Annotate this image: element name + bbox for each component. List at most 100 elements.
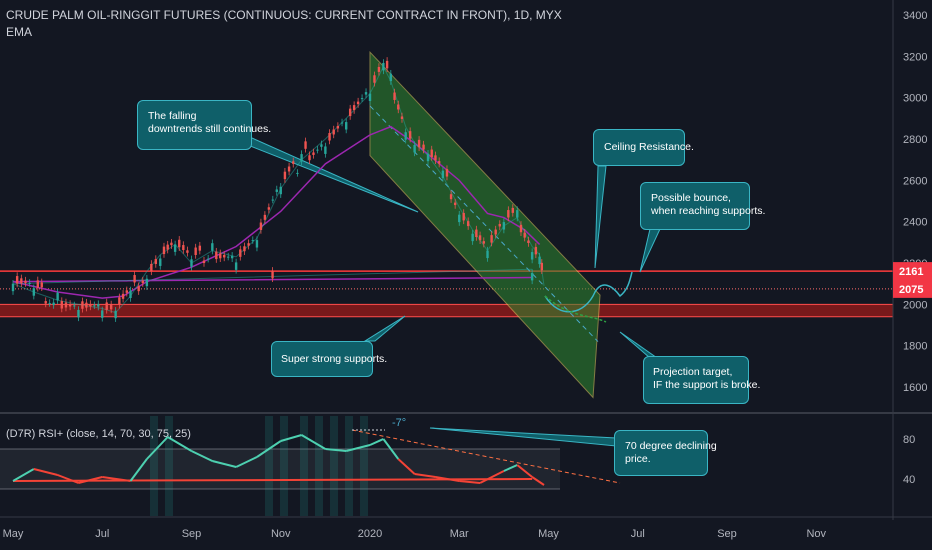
candle-body <box>118 297 121 305</box>
candle-body <box>292 161 295 164</box>
rsi-segment <box>531 476 545 486</box>
candle-body <box>397 104 400 110</box>
rsi-segment <box>325 448 347 452</box>
candle-body <box>56 292 59 301</box>
candle-body <box>511 207 514 213</box>
candle-body <box>296 172 299 174</box>
x-tick-label: 2020 <box>358 528 382 540</box>
candle-body <box>60 301 63 309</box>
candle-body <box>417 139 421 148</box>
candle-body <box>11 283 15 292</box>
y-tick-label: 1600 <box>903 382 927 394</box>
rsi-indicator-label: (D7R) RSI+ (close, 14, 70, 30, 75, 25) <box>6 428 191 440</box>
rsi-segment <box>146 436 169 460</box>
candle-body <box>234 262 238 270</box>
candle-body <box>475 229 478 237</box>
candle-body <box>97 304 100 307</box>
candle-body <box>462 212 465 221</box>
candle-body <box>478 235 482 241</box>
candle-body <box>182 245 185 251</box>
rsi-segment <box>397 458 416 475</box>
candle-body <box>48 303 51 305</box>
candle-body <box>300 154 303 162</box>
y-tick-label: 2800 <box>903 134 927 146</box>
rsi-segment <box>516 464 533 478</box>
rsi-segment <box>503 464 518 472</box>
y-tick-label: 2000 <box>903 299 927 311</box>
candle-body <box>449 194 453 200</box>
rsi-segment <box>167 436 193 452</box>
rsi-segment <box>235 456 258 468</box>
candle-body <box>404 132 407 140</box>
candle-body <box>516 210 519 218</box>
candle-body <box>471 233 474 242</box>
candle-body <box>159 258 162 266</box>
rsi-overbought-bar <box>165 416 173 516</box>
candle-body <box>304 141 307 149</box>
candle-body <box>198 245 202 251</box>
callout-declining-price: 70 degree declining price. <box>614 430 717 476</box>
x-tick-label: May <box>538 528 559 540</box>
rsi-segment <box>78 476 103 484</box>
rsi-segment <box>102 476 131 482</box>
candle-body <box>247 243 250 246</box>
callout-falling-downtrend-text: The falling downtrends still continues. <box>148 110 272 135</box>
rsi-overbought-bar <box>330 416 338 516</box>
candle-body <box>230 255 234 259</box>
x-tick-label: May <box>3 528 24 540</box>
candle-body <box>186 250 189 253</box>
candle-body <box>243 246 246 252</box>
candle-body <box>145 278 149 287</box>
candle-body <box>316 149 319 151</box>
candle-body <box>332 129 335 135</box>
candle-body <box>283 171 287 180</box>
candle-body <box>52 302 55 306</box>
callout-possible-bounce: Possible bounce, when reaching supports. <box>640 182 765 230</box>
bounce-arrow-path <box>544 271 633 313</box>
rsi-segment <box>301 434 326 450</box>
candle-body <box>345 122 348 130</box>
break-arrow-path <box>544 295 607 323</box>
candle-body <box>364 92 368 95</box>
rsi-segment <box>479 470 505 484</box>
candle-body <box>348 108 352 117</box>
rsi-y-tick-label: 40 <box>903 474 915 486</box>
chart-title: CRUDE PALM OIL-RINGGIT FUTURES (CONTINUO… <box>6 8 562 22</box>
candle-body <box>68 303 72 307</box>
candle-body <box>133 275 136 283</box>
candle-body <box>328 133 331 141</box>
candle-body <box>271 270 274 279</box>
candle-body <box>275 189 278 192</box>
candle-body <box>441 170 445 179</box>
candle-body <box>422 144 425 150</box>
candle-body <box>129 290 132 298</box>
candle-body <box>121 293 125 299</box>
candle-body <box>271 199 275 201</box>
candle-body <box>20 278 23 284</box>
rsi-y-tick-label: 80 <box>903 434 915 446</box>
callout-falling-downtrend: The falling downtrends still continues. <box>137 100 271 150</box>
candle-body <box>519 224 523 233</box>
candle-body <box>137 286 140 292</box>
candle-body <box>389 73 393 82</box>
rsi-overbought-bar <box>345 416 353 516</box>
candle-body <box>400 116 404 119</box>
x-tick-label: Mar <box>450 528 469 540</box>
y-tick-label: 1800 <box>903 341 927 353</box>
price-label: 2075 <box>899 284 923 296</box>
candle-body <box>211 243 214 251</box>
candle-body <box>408 131 412 139</box>
rsi-overbought-bar <box>300 416 308 516</box>
candle-body <box>44 301 47 304</box>
callout-super-strong-supports-text: Super strong supports. <box>281 353 388 365</box>
rsi-segment <box>191 450 213 462</box>
candle-body <box>101 310 104 318</box>
ema-indicator-label: EMA <box>6 25 33 39</box>
candle-body <box>239 249 242 257</box>
x-tick-label: Sep <box>717 528 737 540</box>
candle-body <box>202 260 206 264</box>
candle-body <box>287 166 291 172</box>
candle-body <box>336 125 340 129</box>
candle-body <box>24 280 27 284</box>
candle-body <box>340 122 344 124</box>
